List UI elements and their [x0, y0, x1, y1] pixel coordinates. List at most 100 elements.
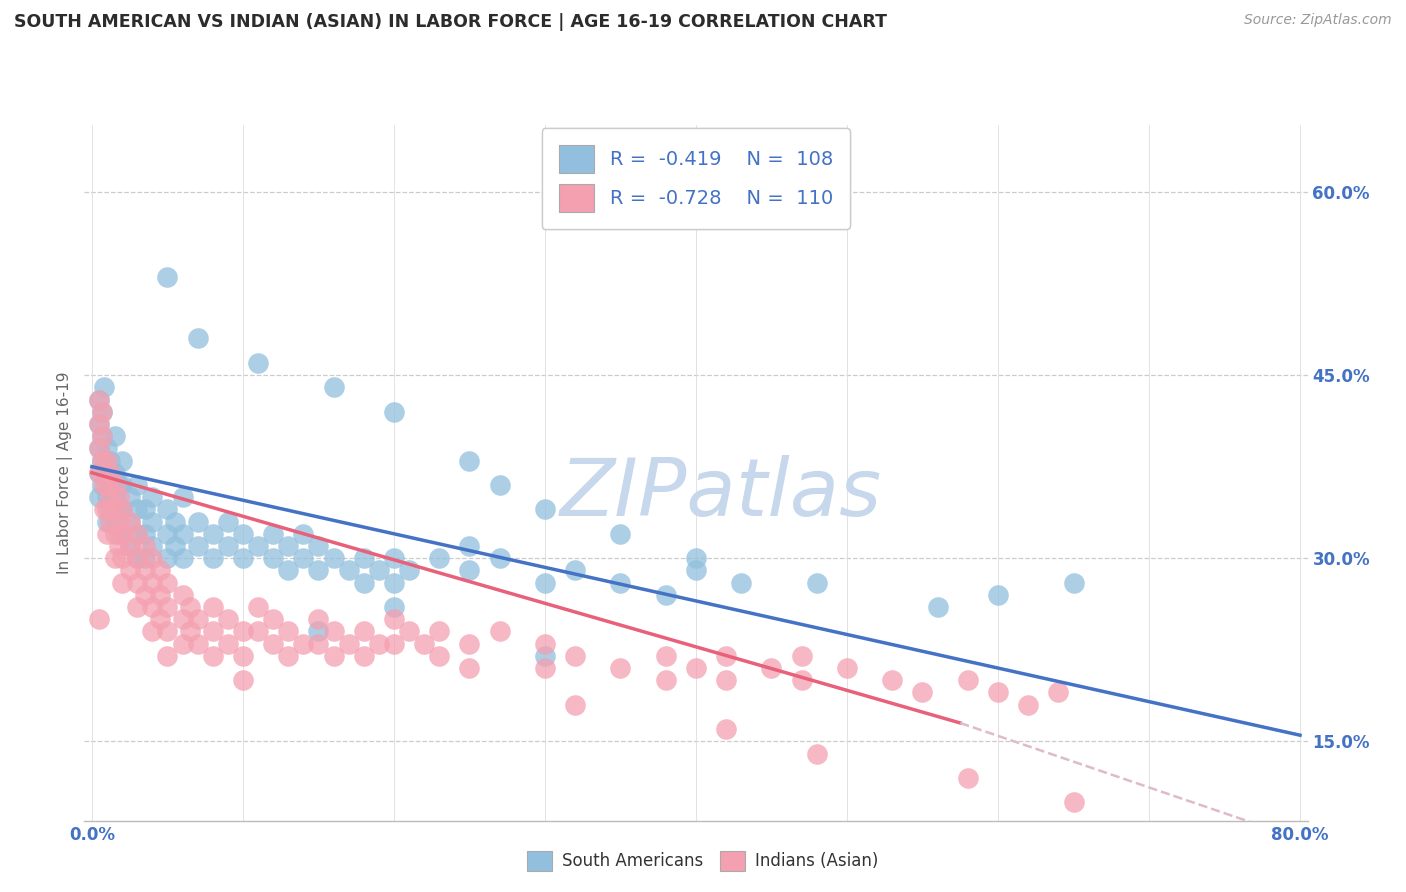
- Point: [277, 539, 299, 553]
- Point: [127, 551, 149, 566]
- Point: [156, 270, 179, 285]
- Point: [118, 539, 141, 553]
- Point: [111, 453, 134, 467]
- Point: [103, 526, 125, 541]
- Point: [262, 551, 284, 566]
- Point: [307, 624, 329, 639]
- Point: [156, 502, 179, 516]
- Point: [89, 466, 111, 480]
- Point: [134, 526, 156, 541]
- Point: [714, 722, 737, 736]
- Point: [217, 612, 239, 626]
- Point: [201, 600, 224, 615]
- Point: [761, 661, 783, 675]
- Point: [1017, 698, 1039, 712]
- Point: [156, 551, 179, 566]
- Point: [911, 685, 934, 699]
- Point: [564, 563, 586, 577]
- Point: [98, 515, 121, 529]
- Point: [534, 502, 557, 516]
- Point: [232, 624, 254, 639]
- Point: [118, 539, 141, 553]
- Point: [98, 478, 121, 492]
- Point: [277, 648, 299, 663]
- Point: [714, 648, 737, 663]
- Point: [458, 637, 481, 651]
- Point: [353, 551, 375, 566]
- Point: [488, 478, 510, 492]
- Point: [307, 563, 329, 577]
- Point: [111, 478, 134, 492]
- Point: [382, 551, 405, 566]
- Point: [262, 526, 284, 541]
- Point: [322, 624, 344, 639]
- Point: [382, 600, 405, 615]
- Point: [91, 429, 114, 443]
- Point: [987, 588, 1010, 602]
- Point: [118, 515, 141, 529]
- Point: [93, 478, 115, 492]
- Point: [134, 539, 156, 553]
- Point: [172, 588, 194, 602]
- Point: [382, 575, 405, 590]
- Point: [108, 490, 131, 504]
- Point: [201, 624, 224, 639]
- Point: [247, 600, 270, 615]
- Point: [609, 526, 631, 541]
- Point: [1063, 795, 1085, 809]
- Point: [149, 588, 172, 602]
- Point: [141, 600, 163, 615]
- Point: [103, 429, 125, 443]
- Point: [307, 539, 329, 553]
- Point: [134, 588, 156, 602]
- Point: [534, 661, 557, 675]
- Point: [201, 551, 224, 566]
- Point: [91, 453, 114, 467]
- Point: [655, 588, 678, 602]
- Point: [141, 490, 163, 504]
- Point: [163, 515, 186, 529]
- Point: [91, 405, 114, 419]
- Point: [156, 624, 179, 639]
- Point: [292, 526, 315, 541]
- Point: [96, 466, 118, 480]
- Point: [103, 502, 125, 516]
- Point: [292, 551, 315, 566]
- Point: [96, 502, 118, 516]
- Point: [134, 551, 156, 566]
- Point: [398, 563, 420, 577]
- Point: [1063, 575, 1085, 590]
- Text: ZIPatlas: ZIPatlas: [560, 455, 882, 533]
- Point: [458, 539, 481, 553]
- Point: [882, 673, 904, 688]
- Point: [111, 526, 134, 541]
- Point: [89, 612, 111, 626]
- Point: [337, 637, 360, 651]
- Point: [163, 539, 186, 553]
- Point: [89, 490, 111, 504]
- Point: [93, 380, 115, 394]
- Point: [108, 526, 131, 541]
- Point: [93, 502, 115, 516]
- Point: [564, 648, 586, 663]
- Point: [103, 515, 125, 529]
- Point: [156, 600, 179, 615]
- Point: [367, 637, 389, 651]
- Legend: South Americans, Indians (Asian): South Americans, Indians (Asian): [519, 842, 887, 880]
- Point: [127, 502, 149, 516]
- Point: [91, 429, 114, 443]
- Point: [427, 648, 450, 663]
- Point: [232, 673, 254, 688]
- Point: [134, 563, 156, 577]
- Point: [127, 551, 149, 566]
- Point: [96, 442, 118, 456]
- Point: [655, 673, 678, 688]
- Point: [427, 551, 450, 566]
- Point: [458, 563, 481, 577]
- Point: [262, 612, 284, 626]
- Point: [98, 490, 121, 504]
- Point: [108, 539, 131, 553]
- Point: [187, 515, 209, 529]
- Point: [172, 612, 194, 626]
- Point: [353, 575, 375, 590]
